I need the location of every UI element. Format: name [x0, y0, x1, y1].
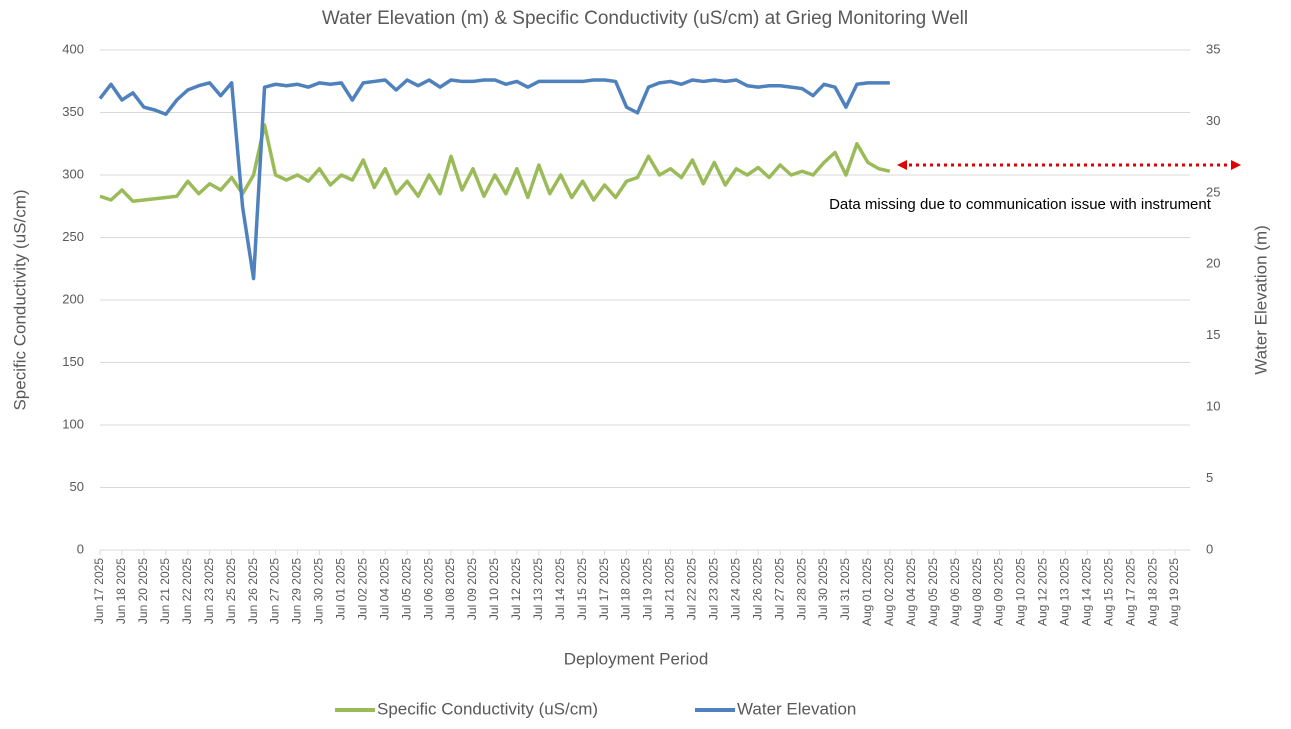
x-tick-label: Jun 18 2025 [114, 558, 128, 624]
x-tick-label: Jul 21 2025 [663, 558, 677, 620]
x-tick-label: Aug 04 2025 [904, 558, 918, 626]
x-tick-label: Jun 29 2025 [290, 558, 304, 624]
y-tick-label: 350 [62, 104, 84, 119]
x-tick-label: Jul 26 2025 [750, 558, 764, 620]
series-line [99, 123, 891, 203]
y-axis-title: Specific Conductivity (uS/cm) [10, 189, 29, 410]
x-tick-label: Jul 14 2025 [553, 558, 567, 620]
x-tick-label: Jul 13 2025 [531, 558, 545, 620]
y-tick-label: 150 [62, 354, 84, 369]
x-tick-label: Aug 08 2025 [970, 558, 984, 626]
x-tick-label: Jun 20 2025 [136, 558, 150, 624]
y-tick-label: 300 [62, 166, 84, 181]
x-tick-label: Jul 24 2025 [728, 558, 742, 620]
x-tick-label: Aug 09 2025 [992, 558, 1006, 626]
x-tick-label: Jun 25 2025 [224, 558, 238, 624]
x-tick-label: Jul 12 2025 [509, 558, 523, 620]
x-tick-label: Aug 12 2025 [1036, 558, 1050, 626]
x-tick-label: Aug 06 2025 [948, 558, 962, 626]
x-tick-label: Jul 08 2025 [443, 558, 457, 620]
y2-tick-label: 25 [1206, 184, 1220, 199]
y2-tick-label: 15 [1206, 327, 1220, 342]
y-tick-label: 400 [62, 41, 84, 56]
y-tick-label: 50 [70, 479, 84, 494]
x-tick-label: Jul 05 2025 [399, 558, 413, 620]
x-tick-label: Jun 17 2025 [92, 558, 106, 624]
chart-title: Water Elevation (m) & Specific Conductiv… [322, 8, 968, 29]
x-tick-label: Jul 19 2025 [641, 558, 655, 620]
x-tick-label: Jul 30 2025 [816, 558, 830, 620]
x-tick-label: Jul 02 2025 [355, 558, 369, 620]
x-tick-label: Aug 13 2025 [1058, 558, 1072, 626]
x-tick-label: Jul 15 2025 [575, 558, 589, 620]
x-tick-label: Aug 01 2025 [860, 558, 874, 626]
y-tick-label: 250 [62, 229, 84, 244]
x-tick-label: Aug 02 2025 [882, 558, 896, 626]
x-tick-label: Jul 17 2025 [597, 558, 611, 620]
x-tick-label: Jul 27 2025 [772, 558, 786, 620]
x-axis-title: Deployment Period [564, 649, 709, 668]
x-tick-label: Jul 01 2025 [334, 558, 348, 620]
x-tick-label: Aug 05 2025 [926, 558, 940, 626]
y2-tick-label: 35 [1206, 41, 1220, 56]
y-tick-label: 100 [62, 416, 84, 431]
series-line [98, 78, 890, 281]
x-tick-label: Aug 18 2025 [1145, 558, 1159, 626]
annotation: Data missing due to communication issue … [829, 196, 1212, 213]
x-tick-label: Jun 30 2025 [312, 558, 326, 624]
x-tick-label: Aug 19 2025 [1167, 558, 1181, 626]
y2-axis-title: Water Elevation (m) [1251, 225, 1270, 375]
y2-tick-label: 30 [1206, 113, 1220, 128]
x-tick-label: Jul 04 2025 [377, 558, 391, 620]
x-tick-label: Jul 22 2025 [685, 558, 699, 620]
x-tick-label: Jul 09 2025 [465, 558, 479, 620]
y-tick-label: 0 [77, 541, 84, 556]
x-tick-label: Jul 31 2025 [838, 558, 852, 620]
x-tick-label: Jun 22 2025 [180, 558, 194, 624]
x-tick-label: Jul 23 2025 [706, 558, 720, 620]
x-tick-label: Jul 10 2025 [487, 558, 501, 620]
x-tick-label: Aug 10 2025 [1014, 558, 1028, 626]
legend-label: Specific Conductivity (uS/cm) [377, 699, 598, 718]
y2-tick-label: 20 [1206, 256, 1220, 271]
legend-label: Water Elevation [737, 699, 856, 718]
x-tick-label: Jul 28 2025 [794, 558, 808, 620]
x-tick-label: Jun 26 2025 [246, 558, 260, 624]
x-tick-label: Jul 18 2025 [619, 558, 633, 620]
x-tick-label: Aug 14 2025 [1079, 558, 1093, 626]
x-tick-label: Aug 15 2025 [1101, 558, 1115, 626]
x-tick-label: Aug 17 2025 [1123, 558, 1137, 626]
x-tick-label: Jun 23 2025 [202, 558, 216, 624]
y2-tick-label: 5 [1206, 470, 1213, 485]
y-tick-label: 200 [62, 291, 84, 306]
y2-tick-label: 0 [1206, 541, 1213, 556]
x-tick-label: Jun 27 2025 [268, 558, 282, 624]
x-tick-label: Jul 06 2025 [421, 558, 435, 620]
y2-tick-label: 10 [1206, 399, 1220, 414]
x-tick-label: Jun 21 2025 [158, 558, 172, 624]
